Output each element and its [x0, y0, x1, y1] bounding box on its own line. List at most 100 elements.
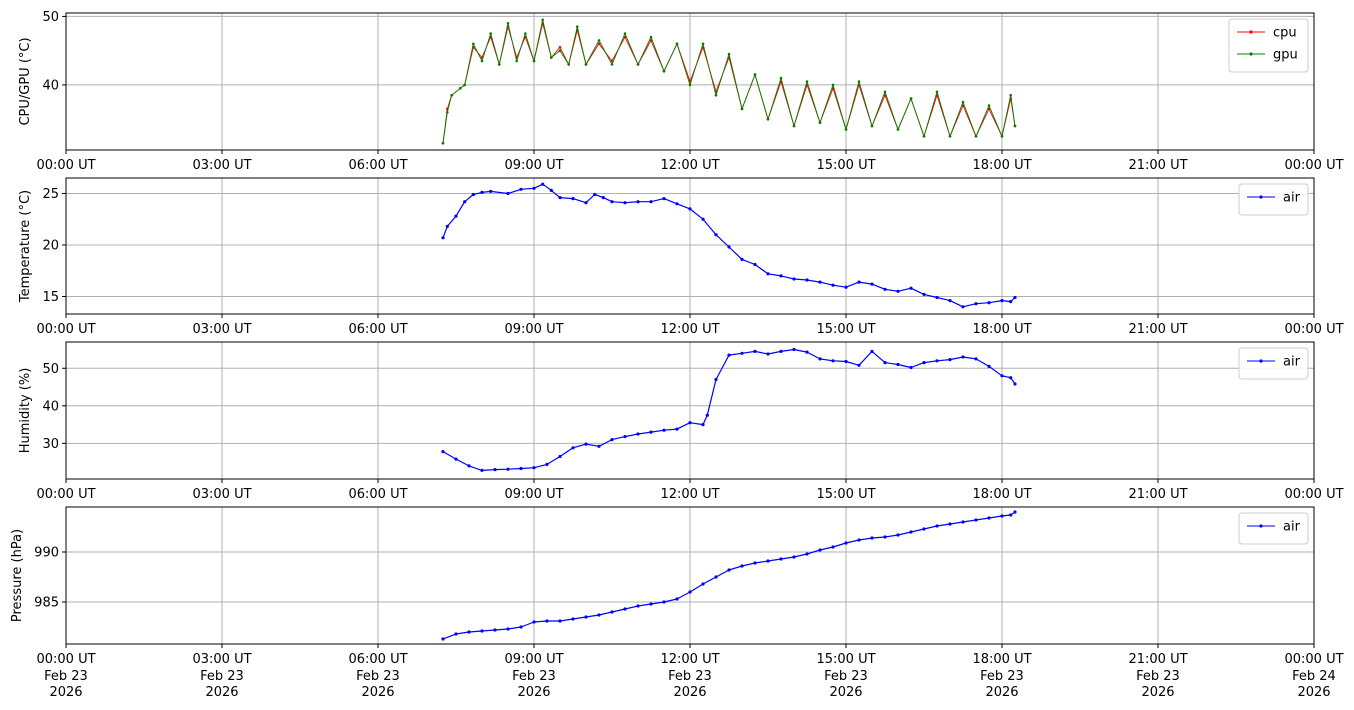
data-point-gpu — [714, 93, 718, 97]
data-point-gpu — [974, 135, 978, 138]
x-date-label: Feb 23 — [824, 669, 868, 684]
data-point-air — [896, 533, 900, 537]
legend-box — [1238, 512, 1309, 545]
x-tick-label: 03:00 UT — [192, 322, 251, 337]
data-point-air — [454, 457, 458, 461]
x-year-label: 2026 — [1141, 685, 1174, 700]
data-point-air — [883, 361, 887, 365]
data-point-air — [1000, 299, 1004, 303]
x-tick-label: 21:00 UT — [1128, 322, 1187, 337]
x-tick-label: 03:00 UT — [192, 158, 251, 173]
data-point-air — [987, 301, 991, 305]
data-point-air — [766, 352, 770, 356]
data-point-air — [779, 557, 783, 561]
data-point-air — [714, 377, 718, 382]
x-year-label: 2026 — [673, 685, 706, 700]
x-tick-label: 06:00 UT — [348, 487, 407, 502]
data-point-air — [818, 280, 822, 284]
data-point-gpu — [450, 93, 454, 97]
data-point-gpu — [446, 111, 449, 114]
data-point-gpu — [597, 39, 601, 42]
data-point-air — [740, 351, 744, 355]
data-point-air — [922, 361, 926, 365]
data-point-air — [493, 628, 497, 632]
data-point-air — [1013, 382, 1017, 386]
data-point-gpu — [896, 128, 900, 131]
legend-label-air: air — [1283, 191, 1301, 206]
data-point-gpu — [909, 97, 913, 100]
data-point-gpu — [987, 104, 991, 107]
x-tick-label: 18:00 UT — [972, 158, 1031, 173]
x-tick-label: 09:00 UT — [504, 322, 563, 337]
data-point-air — [532, 466, 536, 470]
x-date-label: Feb 23 — [356, 669, 400, 684]
x-tick-label: 06:00 UT — [348, 158, 407, 173]
legend-label-cpu: cpu — [1273, 26, 1297, 41]
axes-frame — [65, 506, 1315, 645]
series-line-cpu — [442, 22, 1016, 144]
x-tick-label: 12:00 UT — [660, 158, 719, 173]
data-point-air — [1000, 514, 1004, 518]
data-point-air — [896, 289, 900, 293]
data-point-air — [753, 561, 757, 565]
legend: cpu gpu — [1228, 18, 1309, 73]
data-point-air — [714, 233, 718, 237]
data-point-air — [1013, 510, 1017, 514]
data-point-gpu — [805, 80, 809, 83]
data-point-air — [948, 358, 952, 362]
data-point-air — [519, 466, 523, 471]
data-point-gpu — [727, 52, 731, 56]
data-point-gpu — [688, 83, 692, 87]
panel-0: 00:00 UT 03:00 UT 06:00 UT 09:00 UT 12:00 UT… — [18, 10, 1344, 173]
data-point-air — [805, 278, 809, 282]
data-point-air — [1000, 374, 1004, 378]
data-point-air — [844, 285, 848, 289]
x-tick-label: 00:00 UT — [1284, 322, 1343, 337]
legend-box — [1238, 183, 1309, 216]
data-point-air — [519, 625, 523, 629]
data-point-air — [753, 262, 757, 267]
data-point-cpu — [610, 59, 614, 63]
data-point-air — [987, 516, 991, 520]
axes-frame — [65, 177, 1315, 315]
data-point-air — [675, 427, 679, 431]
data-point-gpu — [948, 135, 952, 138]
series-line-air — [442, 511, 1016, 640]
x-tick-label: 06:00 UT — [348, 652, 407, 667]
y-tick-label: 50 — [42, 10, 59, 25]
data-point-gpu — [498, 63, 501, 66]
x-date-label: Feb 23 — [200, 669, 244, 684]
x-date-label: Feb 23 — [512, 669, 556, 684]
data-point-air — [610, 438, 614, 442]
data-point-air — [467, 464, 471, 468]
series-line-air — [442, 183, 1016, 308]
data-point-gpu — [524, 32, 527, 35]
x-tick-label: 00:00 UT — [1284, 652, 1343, 667]
data-point-gpu — [779, 76, 783, 80]
data-point-gpu — [662, 69, 666, 73]
data-point-air — [636, 200, 640, 204]
x-date-label: Feb 23 — [668, 669, 712, 684]
x-tick-label: 15:00 UT — [816, 322, 875, 337]
x-tick-label: 00:00 UT — [36, 652, 95, 667]
data-point-air — [636, 432, 640, 436]
x-tick-label: 15:00 UT — [816, 652, 875, 667]
data-point-air — [727, 245, 731, 249]
x-tick-label: 09:00 UT — [504, 158, 563, 173]
data-point-air — [454, 214, 458, 218]
data-point-cpu — [987, 107, 991, 111]
data-point-air — [870, 536, 874, 540]
data-point-gpu — [1000, 135, 1004, 138]
data-point-air — [445, 224, 449, 228]
legend-marker-gpu — [1249, 52, 1253, 56]
data-point-air — [883, 287, 887, 291]
data-point-air — [701, 217, 705, 221]
y-tick-label: 20 — [42, 238, 59, 253]
data-point-gpu — [472, 42, 475, 46]
series-line-gpu — [442, 19, 1016, 144]
x-tick-label: 00:00 UT — [36, 322, 95, 337]
data-point-air — [974, 518, 978, 522]
x-date-label: Feb 23 — [1136, 669, 1180, 684]
data-point-air — [705, 413, 709, 417]
